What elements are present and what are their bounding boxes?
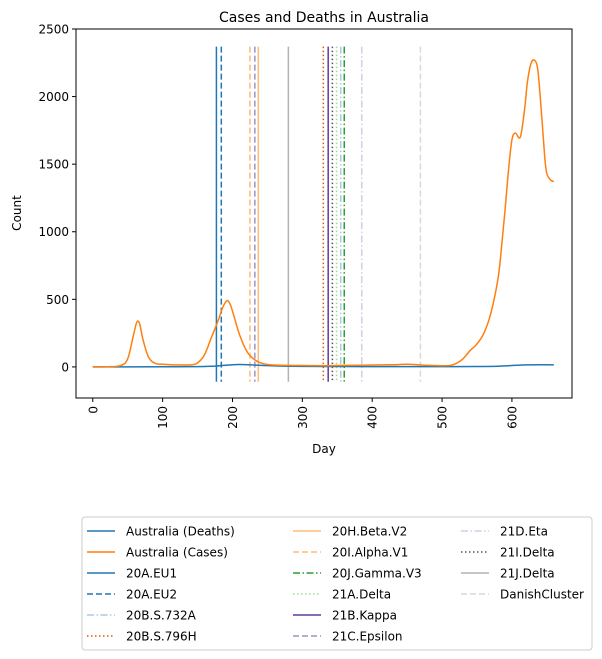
y-axis-label: Count: [10, 195, 24, 231]
legend-label: 20B.S.796H: [126, 630, 197, 644]
legend-label: DanishCluster: [500, 588, 584, 602]
legend-label: 21D.Eta: [500, 525, 548, 539]
legend-label: 20B.S.732A: [126, 609, 197, 623]
legend-label: 20A.EU2: [126, 588, 177, 602]
legend-label: 21A.Delta: [332, 588, 391, 602]
y-tick-label: 500: [46, 293, 69, 307]
legend-label: 20J.Gamma.V3: [332, 567, 422, 581]
series-line-australia-cases: [92, 59, 555, 368]
y-tick-label: 1000: [38, 225, 69, 239]
legend-label: 20A.EU1: [126, 567, 177, 581]
x-tick-label: 500: [436, 406, 450, 429]
x-tick-label: 100: [156, 406, 170, 429]
x-tick-label: 400: [366, 406, 380, 429]
legend-label: Australia (Cases): [126, 546, 228, 560]
plot-frame: [75, 28, 573, 399]
chart-title: Cases and Deaths in Australia: [219, 10, 429, 26]
series-line-australia-deaths: [92, 363, 554, 368]
legend-label: 21C.Epsilon: [332, 630, 403, 644]
x-tick-label: 0: [86, 406, 100, 414]
legend-label: 20H.Beta.V2: [332, 525, 407, 539]
y-tick-label: 1500: [38, 158, 69, 172]
legend: Australia (Deaths) Australia (Cases) 20A.E…: [81, 516, 593, 651]
y-tick-label: 2500: [38, 23, 69, 37]
legend-label: 21J.Delta: [500, 567, 555, 581]
legend-frame: [81, 516, 593, 651]
x-tick-label: 200: [226, 406, 240, 429]
x-tick-label: 600: [505, 406, 519, 429]
legend-label: 21I.Delta: [500, 546, 555, 560]
x-tick-label: 300: [296, 406, 310, 429]
legend-label: 21B.Kappa: [332, 609, 397, 623]
legend-label: Australia (Deaths): [126, 525, 235, 539]
y-tick-label: 2000: [38, 90, 69, 104]
legend-label: 20I.Alpha.V1: [332, 546, 408, 560]
x-axis-label: Day: [312, 442, 336, 456]
y-tick-label: 0: [61, 360, 69, 374]
